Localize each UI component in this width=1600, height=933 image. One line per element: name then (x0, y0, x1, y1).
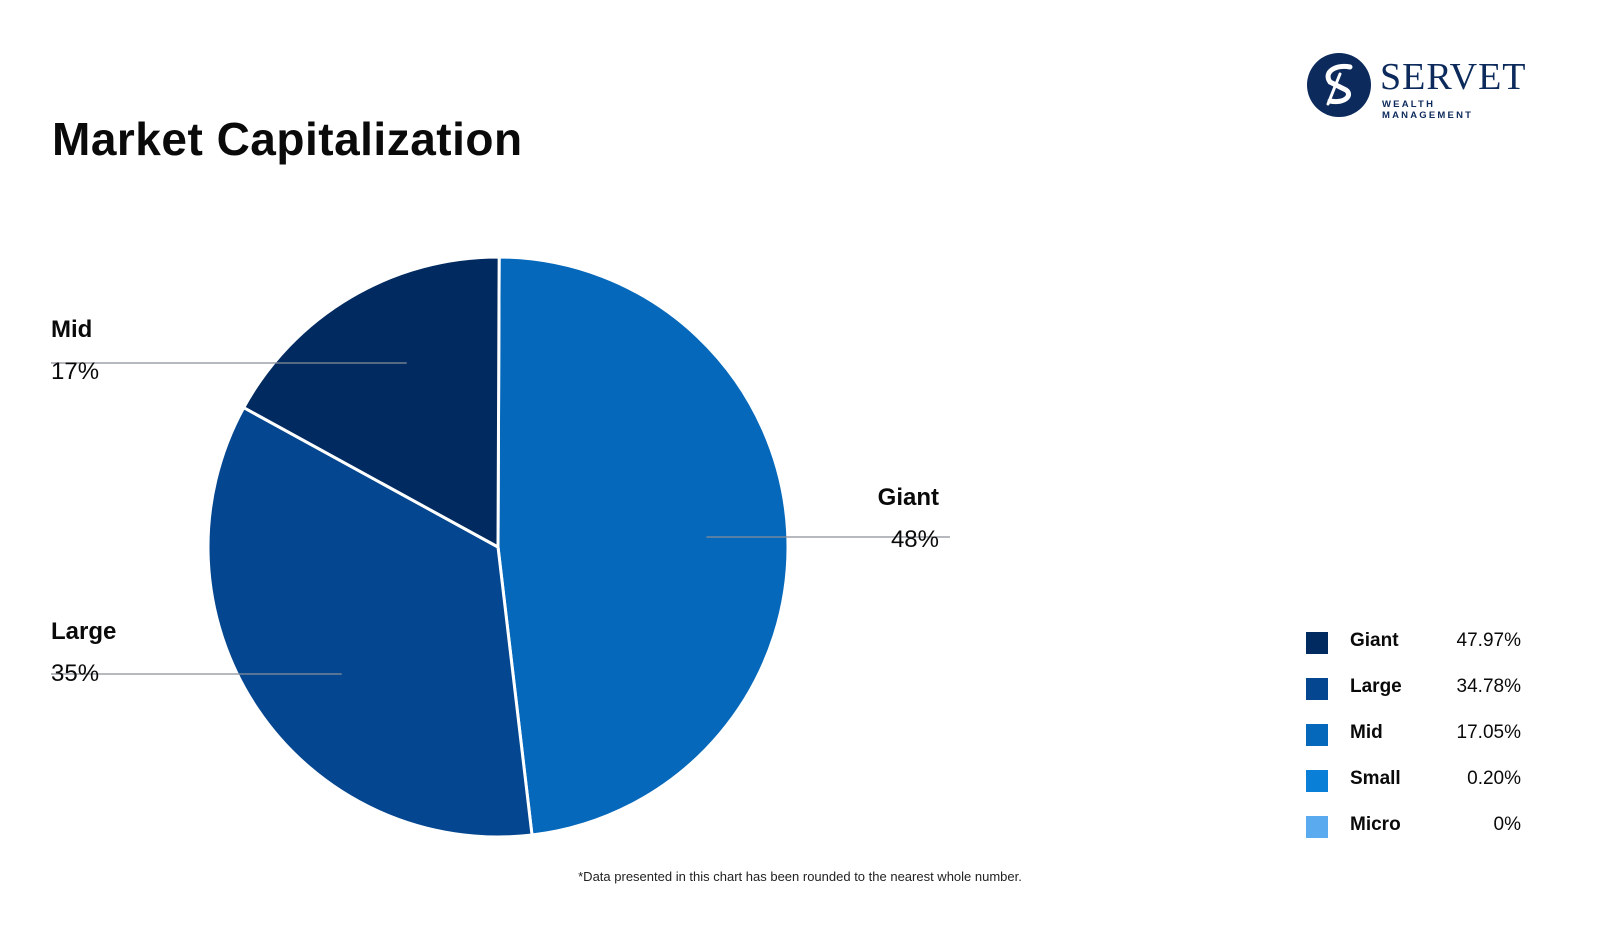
legend-value: 17.05% (1456, 722, 1521, 743)
callout-giant: Giant 48% (599, 484, 939, 554)
brand-tagline: WEALTH MANAGEMENT (1382, 99, 1474, 121)
legend-item-small: Small 0.20% (1306, 768, 1521, 814)
brand-name: SERVET (1380, 56, 1527, 98)
servet-logo-icon (1307, 53, 1371, 117)
legend-item-large: Large 34.78% (1306, 676, 1521, 722)
footnote: *Data presented in this chart has been r… (578, 869, 1022, 884)
legend-label: Micro (1350, 814, 1401, 835)
legend-swatch (1306, 770, 1328, 792)
brand-logo: SERVET WEALTH MANAGEMENT (1306, 52, 1527, 121)
legend-label: Small (1350, 768, 1401, 789)
legend-value: 0% (1493, 814, 1521, 835)
legend-swatch (1306, 632, 1328, 654)
legend-value: 0.20% (1467, 768, 1521, 789)
legend-label: Mid (1350, 722, 1383, 743)
callout-value: 17% (51, 358, 100, 385)
legend-label: Giant (1350, 630, 1399, 651)
pie-chart (51, 255, 950, 839)
callout-value: 35% (51, 660, 100, 687)
legend: Giant 47.97% Large 34.78% Mid 17.05% Sma… (1306, 630, 1521, 860)
callout-value: 48% (890, 526, 939, 553)
legend-swatch (1306, 816, 1328, 838)
pie-slice-giant (496, 255, 790, 837)
legend-item-giant: Giant 47.97% (1306, 630, 1521, 676)
legend-swatch (1306, 724, 1328, 746)
callout-label: Large (51, 618, 117, 645)
legend-value: 34.78% (1456, 676, 1521, 697)
pie-slice-mid (242, 255, 501, 549)
callout-label: Mid (51, 316, 93, 343)
legend-item-micro: Micro 0% (1306, 814, 1521, 860)
pie-slice-large (206, 406, 534, 839)
legend-value: 47.97% (1456, 630, 1521, 651)
callout-mid: Mid 17% (51, 316, 391, 386)
page-title: Market Capitalization (52, 113, 523, 165)
legend-item-mid: Mid 17.05% (1306, 722, 1521, 768)
callout-large: Large 35% (51, 618, 391, 688)
legend-label: Large (1350, 676, 1402, 697)
callout-label: Giant (877, 484, 939, 511)
legend-swatch (1306, 678, 1328, 700)
